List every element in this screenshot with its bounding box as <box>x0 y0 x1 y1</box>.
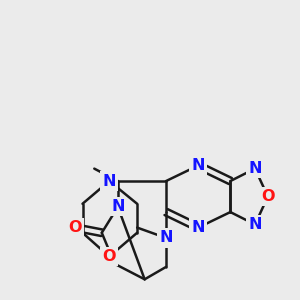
Text: N: N <box>111 200 124 214</box>
Text: O: O <box>103 249 116 264</box>
Text: N: N <box>103 173 116 188</box>
Text: O: O <box>68 220 82 235</box>
Text: O: O <box>261 189 274 204</box>
Text: N: N <box>248 161 262 176</box>
Text: N: N <box>191 220 205 235</box>
Text: N: N <box>248 217 262 232</box>
Text: N: N <box>191 158 205 173</box>
Text: N: N <box>159 230 173 245</box>
